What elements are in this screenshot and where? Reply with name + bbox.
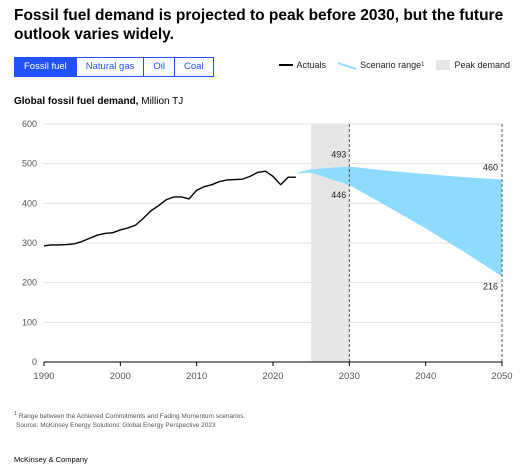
footnote-line-2: Source: McKinsey Energy Solutions' Globa… bbox=[16, 422, 216, 430]
x-tick-label: 2030 bbox=[339, 371, 360, 382]
actuals-line-swatch bbox=[278, 64, 293, 66]
footnote-line-1: 1 Range between the Achieved Commitments… bbox=[14, 410, 245, 421]
tab-oil[interactable]: Oil bbox=[143, 57, 175, 77]
scenario-range-area bbox=[295, 166, 502, 277]
y-tick-label: 600 bbox=[22, 119, 37, 129]
y-tick-label: 200 bbox=[22, 278, 37, 288]
chart-title-unit: Million TJ bbox=[138, 96, 184, 107]
chart-title-bold: Global fossil fuel demand, bbox=[14, 96, 139, 107]
y-tick-label: 0 bbox=[32, 357, 37, 367]
legend-scenario: Scenario range 1 bbox=[338, 60, 424, 70]
y-tick-label: 300 bbox=[22, 238, 37, 248]
demand-chart: 0 100 200 300 400 500 600 1990 2000 2010 2020 2030 2… bbox=[22, 119, 513, 382]
annotation-460: 460 bbox=[483, 163, 498, 173]
footnote-sup: 1 bbox=[14, 411, 18, 417]
page-title: Fossil fuel demand is projected to peak … bbox=[14, 7, 504, 43]
scenario-swatch bbox=[338, 62, 357, 70]
tab-coal[interactable]: Coal bbox=[173, 57, 214, 77]
chart-title: Global fossil fuel demand, Million TJ bbox=[14, 96, 183, 107]
tab-fossil-fuel[interactable]: Fossil fuel bbox=[14, 57, 77, 77]
fuel-tabs: Fossil fuel Natural gas Oil Coal bbox=[14, 57, 214, 77]
y-tick-label: 400 bbox=[22, 198, 37, 208]
x-tick-label: 2000 bbox=[110, 371, 131, 382]
chart-legend: Actuals Scenario range 1 Peak demand bbox=[267, 60, 510, 70]
x-tick-label: 1990 bbox=[33, 371, 54, 382]
annotation-493: 493 bbox=[331, 149, 346, 159]
x-tick-label: 2050 bbox=[491, 371, 512, 382]
legend-scenario-label: Scenario range bbox=[360, 60, 422, 70]
legend-peak-label: Peak demand bbox=[454, 60, 510, 70]
brand-logo-text: McKinsey & Company bbox=[14, 455, 88, 464]
actuals-line bbox=[43, 170, 296, 247]
footnote: 1 Range between the Achieved Commitments… bbox=[14, 410, 245, 430]
legend-actuals-label: Actuals bbox=[296, 60, 327, 70]
peak-swatch bbox=[436, 60, 451, 70]
x-tick-label: 2010 bbox=[186, 371, 207, 382]
x-tick-label: 2040 bbox=[415, 371, 436, 382]
annotation-216: 216 bbox=[483, 281, 498, 291]
legend-actuals: Actuals bbox=[278, 60, 327, 70]
legend-scenario-sup: 1 bbox=[421, 62, 425, 68]
y-tick-label: 100 bbox=[22, 317, 37, 327]
annotation-446: 446 bbox=[331, 190, 346, 200]
legend-peak: Peak demand bbox=[436, 60, 510, 70]
footnote-text-1: Range between the Achieved Commitments a… bbox=[18, 413, 246, 421]
y-tick-label: 500 bbox=[22, 159, 37, 169]
tab-natural-gas[interactable]: Natural gas bbox=[75, 57, 145, 77]
x-tick-label: 2020 bbox=[262, 371, 283, 382]
